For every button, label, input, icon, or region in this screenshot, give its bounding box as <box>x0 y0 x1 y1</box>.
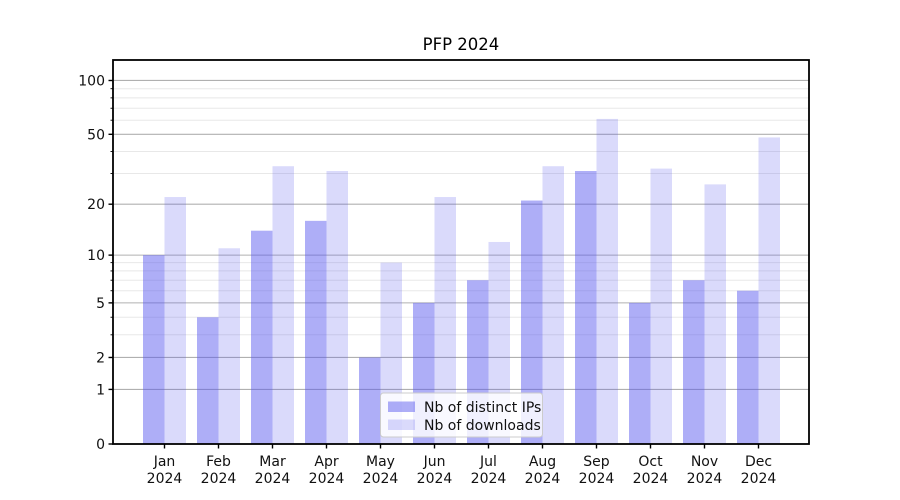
x-tick-label-year: 2024 <box>309 471 345 487</box>
bar-distinct-ips-jan <box>143 255 165 444</box>
bar-distinct-ips-oct <box>629 302 651 444</box>
bar-downloads-apr <box>326 171 348 444</box>
bar-distinct-ips-nov <box>683 280 705 444</box>
x-tick-label-month: Aug <box>529 454 556 470</box>
legend-label-distinct-ips: Nb of distinct IPs <box>424 400 541 416</box>
plot-border <box>112 59 810 445</box>
legend-box <box>380 392 543 438</box>
x-tick-label-year: 2024 <box>255 471 291 487</box>
x-tick-label-month: Nov <box>691 454 718 470</box>
x-tick-label-month: Jun <box>423 454 446 470</box>
x-tick-label-year: 2024 <box>201 471 237 487</box>
x-tick-label-year: 2024 <box>147 471 183 487</box>
x-tick-label-month: Apr <box>314 454 338 470</box>
x-tick-label-month: Dec <box>745 454 772 470</box>
x-tick-label-year: 2024 <box>579 471 615 487</box>
bar-downloads-jun <box>434 197 456 444</box>
y-tick-label: 2 <box>96 350 105 366</box>
legend-label-downloads: Nb of downloads <box>424 418 541 434</box>
x-tick-label-year: 2024 <box>741 471 777 487</box>
bar-distinct-ips-aug <box>521 200 543 444</box>
bar-downloads-nov <box>704 184 726 445</box>
y-tick-label: 20 <box>87 197 105 213</box>
x-tick-label-year: 2024 <box>417 471 453 487</box>
x-tick-label-month: Jul <box>479 454 497 470</box>
axes: 0125102050100Jan2024Feb2024Mar2024Apr202… <box>78 59 810 487</box>
x-tick-label-month: Sep <box>583 454 610 470</box>
y-tick-label: 1 <box>96 382 105 398</box>
legend-swatch-distinct-ips <box>388 401 415 412</box>
bar-distinct-ips-feb <box>197 317 219 444</box>
x-tick-label-month: Feb <box>206 454 231 470</box>
bar-downloads-dec <box>758 137 780 444</box>
bar-downloads-mar <box>272 166 294 444</box>
major-gridlines <box>113 79 809 445</box>
x-tick-label-year: 2024 <box>633 471 669 487</box>
y-tick-label: 5 <box>96 296 105 312</box>
y-tick-label: 100 <box>78 73 105 89</box>
x-tick-label-year: 2024 <box>687 471 723 487</box>
bars <box>143 118 780 445</box>
bar-distinct-ips-apr <box>305 220 327 444</box>
x-tick-label-year: 2024 <box>525 471 561 487</box>
x-tick-label-month: May <box>366 454 395 470</box>
x-tick-label-month: Oct <box>638 454 663 470</box>
bar-distinct-ips-may <box>359 357 381 444</box>
bar-distinct-ips-mar <box>251 230 273 444</box>
x-tick-label-year: 2024 <box>471 471 507 487</box>
x-tick-label-month: Jan <box>153 454 176 470</box>
bar-downloads-aug <box>542 166 564 444</box>
chart-title: PFP 2024 <box>423 35 500 54</box>
bar-downloads-feb <box>218 248 240 444</box>
bar-downloads-sep <box>596 118 618 444</box>
bar-distinct-ips-dec <box>737 290 759 444</box>
legend: Nb of distinct IPs Nb of downloads <box>380 392 543 438</box>
legend-swatch-downloads <box>388 419 415 430</box>
y-tick-label: 10 <box>87 248 105 264</box>
x-tick-label-year: 2024 <box>363 471 399 487</box>
bar-distinct-ips-sep <box>575 171 597 444</box>
y-tick-label: 50 <box>87 127 105 143</box>
x-tick-label-month: Mar <box>259 454 286 470</box>
minor-gridlines <box>113 88 809 336</box>
y-tick-label: 0 <box>96 437 105 453</box>
bar-downloads-jan <box>164 197 186 444</box>
bar-downloads-oct <box>650 168 672 444</box>
